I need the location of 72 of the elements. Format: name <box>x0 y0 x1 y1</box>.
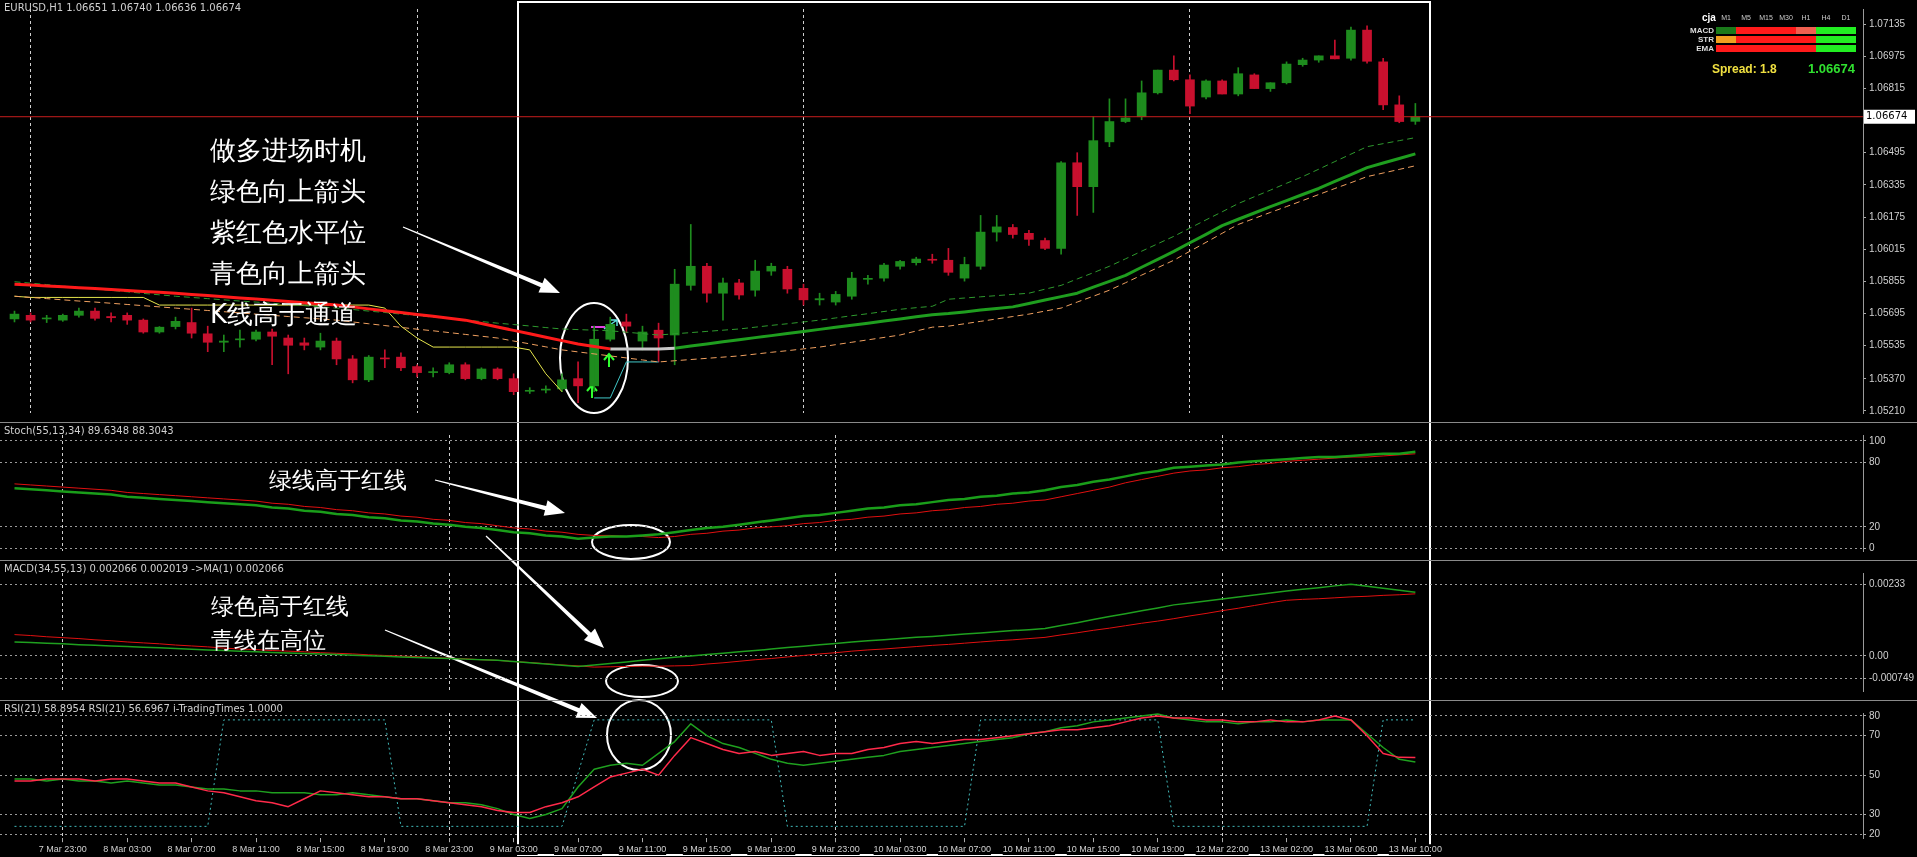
candlestick <box>202 325 213 353</box>
y-tick-label: 1.05210 <box>1869 404 1906 416</box>
y-tick-label: 70 <box>1869 729 1881 741</box>
x-tick-label: 10 Mar 19:00 <box>1131 844 1185 855</box>
y-tick-label: 20 <box>1869 520 1881 532</box>
x-tick-label: 10 Mar 03:00 <box>873 844 927 855</box>
x-tick-label: 9 Mar 07:00 <box>554 844 603 855</box>
y-tick-label: 1.06335 <box>1869 178 1906 190</box>
candlestick <box>895 259 905 270</box>
y-tick-label: 1.07135 <box>1869 17 1906 29</box>
x-tick-label: 7 Mar 23:00 <box>38 844 87 855</box>
y-tick-label: 1.05535 <box>1869 339 1906 351</box>
y-tick-label: 80 <box>1869 456 1881 468</box>
y-tick-label: 1.06975 <box>1869 49 1906 61</box>
ref-line-label: 1.06674 <box>1866 110 1908 122</box>
x-tick-label: 8 Mar 07:00 <box>167 844 216 855</box>
x-tick-label: 13 Mar 06:00 <box>1324 844 1378 855</box>
x-tick-label: 9 Mar 19:00 <box>747 844 796 855</box>
annotation: 青色向上箭头 <box>210 257 366 290</box>
annotation: 做多进场时机 <box>210 134 366 167</box>
chart-title: RSI(21) 58.8954 RSI(21) 56.6967 i-TradingTimes 1.0000 <box>4 703 283 715</box>
x-tick-label: 9 Mar 23:00 <box>811 844 860 855</box>
x-tick-label: 10 Mar 15:00 <box>1066 844 1120 855</box>
x-tick-label: 10 Mar 07:00 <box>937 844 992 855</box>
x-tick-label: 8 Mar 23:00 <box>425 844 474 855</box>
x-tick-label: 13 Mar 02:00 <box>1260 844 1314 855</box>
chart-title: EURUSD,H1 1.06651 1.06740 1.06636 1.06674 <box>4 2 242 14</box>
annotation: K线高于通道 <box>210 298 358 331</box>
x-tick-label: 8 Mar 19:00 <box>360 844 409 855</box>
y-tick-label: 0.00 <box>1869 649 1889 661</box>
y-tick-label: 1.06815 <box>1869 82 1906 94</box>
x-tick-label: 10 Mar 11:00 <box>1002 844 1056 855</box>
y-tick-label: 1.06495 <box>1869 146 1906 158</box>
y-tick-label: 1.05695 <box>1869 307 1906 319</box>
annotation: 绿线高于红线 <box>269 466 407 495</box>
annotation: 紫红色水平位 <box>210 216 366 249</box>
chart-title: Stoch(55,13,34) 89.6348 88.3043 <box>4 425 174 437</box>
annotation: 绿色向上箭头 <box>210 175 366 208</box>
y-tick-label: 1.05370 <box>1869 372 1906 384</box>
x-tick-label: 8 Mar 15:00 <box>296 844 345 855</box>
y-tick-label: 30 <box>1869 808 1881 820</box>
y-tick-label: 50 <box>1869 768 1881 780</box>
category-label: MACD <box>1690 26 1714 35</box>
x-tick-label: 9 Mar 03:00 <box>489 844 538 855</box>
annotation: 青线在高位 <box>211 626 326 655</box>
text: cja <box>1702 12 1716 23</box>
candlestick <box>428 367 438 378</box>
y-tick-label: 80 <box>1869 709 1881 721</box>
annotation: 绿色高于红线 <box>211 592 349 621</box>
y-tick-label: 1.06175 <box>1869 210 1906 222</box>
x-tick-label: 9 Mar 11:00 <box>618 844 667 855</box>
x-tick-label: 8 Mar 11:00 <box>232 844 280 855</box>
y-tick-label: 100 <box>1869 434 1887 446</box>
text: 1.06674 <box>1808 61 1855 76</box>
y-tick-label: 1.05855 <box>1869 275 1906 287</box>
chart-title: MACD(34,55,13) 0.002066 0.002019 ->MA(1) 0.002066 <box>4 563 284 575</box>
x-tick-label: 9 Mar 15:00 <box>682 844 731 855</box>
y-tick-label: 20 <box>1869 828 1881 840</box>
candlestick <box>927 253 938 264</box>
text: Spread: 1.8 <box>1712 62 1777 76</box>
x-tick-label: 13 Mar 10:00 <box>1388 844 1442 855</box>
category-label: STR <box>1698 35 1714 44</box>
line-series <box>13 165 1416 363</box>
x-tick-label: 12 Mar 22:00 <box>1195 844 1249 855</box>
category-label: EMA <box>1696 44 1714 53</box>
candlestick <box>863 274 873 285</box>
x-tick-label: 8 Mar 03:00 <box>103 844 152 855</box>
y-tick-label: 0 <box>1869 542 1875 554</box>
y-tick-label: 0.00233 <box>1869 578 1906 590</box>
candlestick <box>524 387 535 394</box>
y-tick-label: 1.06015 <box>1869 242 1906 254</box>
y-tick-label: -0.000749 <box>1869 672 1915 684</box>
